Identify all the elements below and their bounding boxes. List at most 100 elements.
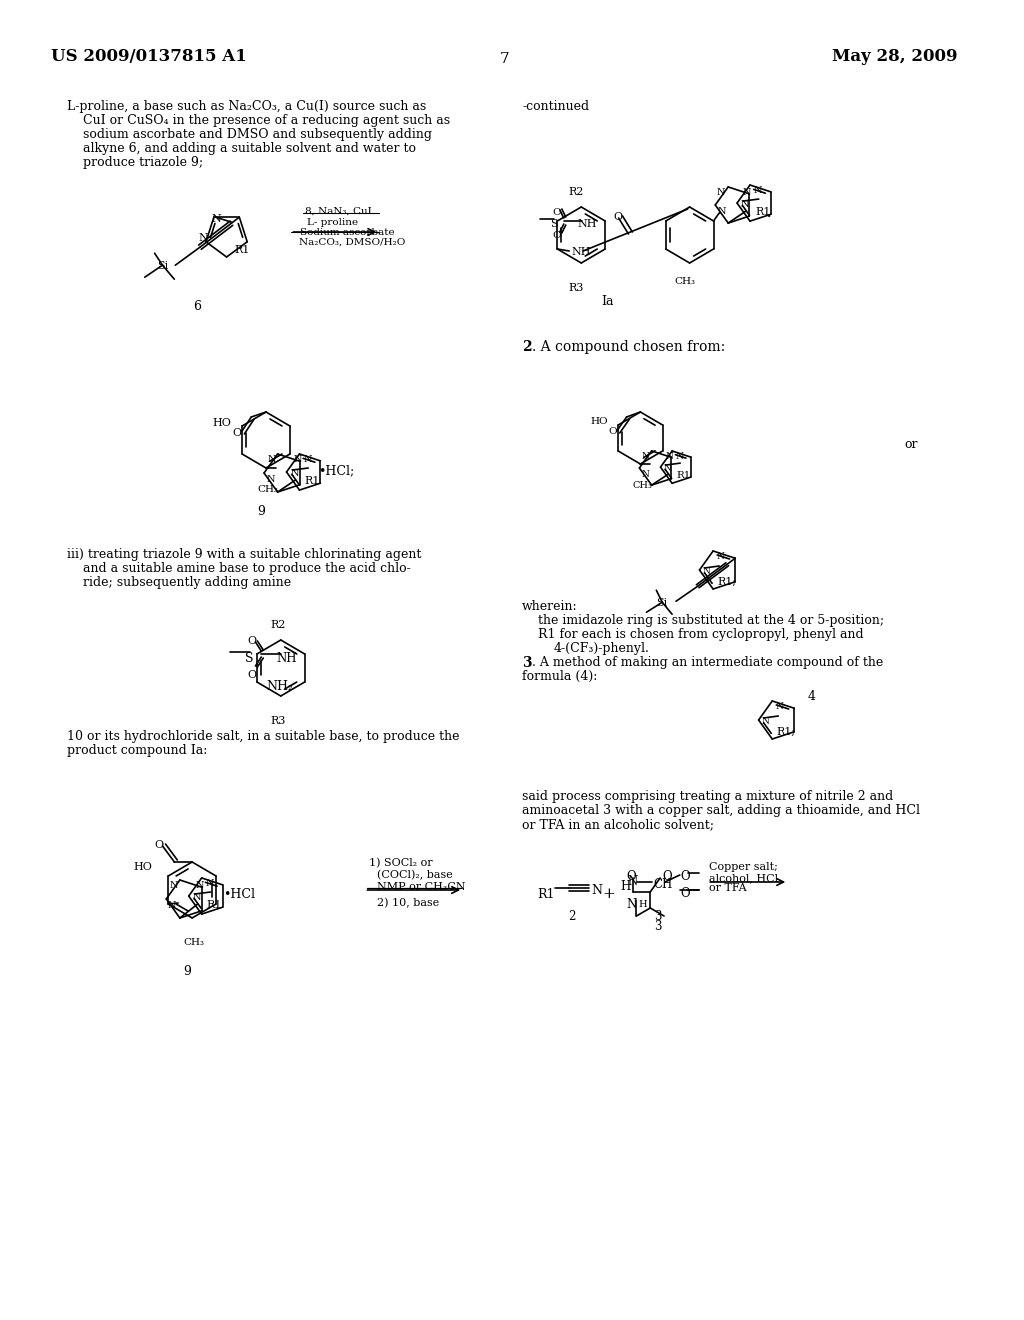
Text: O: O bbox=[613, 213, 623, 222]
Text: Si: Si bbox=[157, 261, 168, 271]
Text: •HCl;: •HCl; bbox=[318, 465, 354, 477]
Text: O: O bbox=[247, 671, 256, 680]
Text: Sodium ascorbate: Sodium ascorbate bbox=[300, 228, 395, 238]
Text: N: N bbox=[212, 214, 221, 224]
Text: R1: R1 bbox=[304, 477, 319, 486]
Text: 3: 3 bbox=[522, 656, 531, 671]
Text: L-proline, a base such as Na₂CO₃, a Cu(I) source such as: L-proline, a base such as Na₂CO₃, a Cu(I… bbox=[67, 100, 426, 114]
Text: N: N bbox=[740, 201, 750, 209]
Text: NH₂: NH₂ bbox=[266, 680, 294, 693]
Text: 2) 10, base: 2) 10, base bbox=[377, 898, 439, 908]
Text: N: N bbox=[170, 880, 178, 890]
Text: aminoacetal 3 with a copper salt, adding a thioamide, and HCl: aminoacetal 3 with a copper salt, adding… bbox=[522, 804, 921, 817]
Text: N: N bbox=[718, 207, 726, 216]
Text: May 28, 2009: May 28, 2009 bbox=[833, 48, 957, 65]
Text: N: N bbox=[294, 455, 302, 465]
Text: N: N bbox=[666, 453, 674, 462]
Text: H: H bbox=[621, 880, 631, 894]
Text: N: N bbox=[591, 884, 602, 898]
Text: N: N bbox=[717, 187, 726, 197]
Text: said process comprising treating a mixture of nitrile 2 and: said process comprising treating a mixtu… bbox=[522, 789, 893, 803]
Text: N: N bbox=[196, 882, 204, 890]
Text: N: N bbox=[702, 568, 711, 576]
Text: O: O bbox=[681, 870, 690, 883]
Text: 6: 6 bbox=[194, 300, 201, 313]
Text: US 2009/0137815 A1: US 2009/0137815 A1 bbox=[51, 48, 247, 65]
Text: R2: R2 bbox=[568, 187, 584, 197]
Text: S: S bbox=[246, 652, 254, 665]
Text: HO: HO bbox=[213, 418, 231, 428]
Text: CH₃: CH₃ bbox=[674, 277, 695, 286]
Text: O: O bbox=[627, 870, 636, 883]
Text: 9: 9 bbox=[183, 965, 191, 978]
Text: alcohol, HCl: alcohol, HCl bbox=[710, 873, 778, 883]
Text: R1: R1 bbox=[207, 900, 222, 909]
Text: Na₂CO₃, DMSO/H₂O: Na₂CO₃, DMSO/H₂O bbox=[299, 238, 404, 247]
Text: iii) treating triazole 9 with a suitable chlorinating agent: iii) treating triazole 9 with a suitable… bbox=[67, 548, 421, 561]
Text: N: N bbox=[642, 451, 649, 461]
Text: O: O bbox=[608, 426, 617, 436]
Text: 10 or its hydrochloride salt, in a suitable base, to produce the: 10 or its hydrochloride salt, in a suita… bbox=[67, 730, 460, 743]
Text: (COCl)₂, base: (COCl)₂, base bbox=[377, 870, 453, 880]
Text: R1;: R1; bbox=[717, 577, 736, 587]
Text: N: N bbox=[716, 552, 724, 561]
Text: Copper salt;: Copper salt; bbox=[710, 862, 778, 873]
Text: N: N bbox=[627, 898, 637, 911]
Text: N: N bbox=[290, 469, 299, 478]
Text: 2: 2 bbox=[522, 341, 531, 354]
Text: 2: 2 bbox=[567, 909, 575, 923]
Text: N: N bbox=[775, 702, 783, 711]
Text: R1: R1 bbox=[676, 471, 690, 480]
Text: H: H bbox=[638, 900, 647, 909]
Text: and a suitable amine base to produce the acid chlo-: and a suitable amine base to produce the… bbox=[83, 562, 411, 576]
Text: R1;: R1; bbox=[776, 727, 796, 737]
Text: the imidazole ring is substituted at the 4 or 5-position;: the imidazole ring is substituted at the… bbox=[538, 614, 884, 627]
Text: O: O bbox=[232, 428, 242, 438]
Text: R1 for each is chosen from cyclopropyl, phenyl and: R1 for each is chosen from cyclopropyl, … bbox=[538, 628, 863, 642]
Text: O: O bbox=[553, 209, 561, 216]
Text: N: N bbox=[742, 187, 752, 197]
Text: N: N bbox=[205, 879, 214, 888]
Text: 7: 7 bbox=[500, 51, 509, 66]
Text: CH: CH bbox=[653, 878, 673, 891]
Text: N: N bbox=[303, 455, 311, 463]
Text: N: N bbox=[168, 902, 176, 909]
Text: N: N bbox=[199, 232, 208, 243]
Text: O: O bbox=[553, 231, 561, 240]
Text: N: N bbox=[664, 465, 672, 473]
Text: wherein:: wherein: bbox=[522, 601, 578, 612]
Text: 8, NaN₃, CuI: 8, NaN₃, CuI bbox=[305, 207, 372, 216]
Text: or TFA in an alcoholic solvent;: or TFA in an alcoholic solvent; bbox=[522, 818, 714, 832]
Text: L- proline: L- proline bbox=[307, 218, 358, 227]
Text: or: or bbox=[904, 438, 919, 451]
Text: O: O bbox=[154, 840, 163, 850]
Text: O: O bbox=[247, 636, 256, 645]
Text: N: N bbox=[628, 875, 638, 888]
Text: . A compound chosen from:: . A compound chosen from: bbox=[532, 341, 725, 354]
Text: NH: NH bbox=[578, 219, 597, 228]
Text: O: O bbox=[681, 887, 690, 900]
Text: N: N bbox=[266, 475, 275, 484]
Text: 3: 3 bbox=[654, 920, 662, 933]
Text: ride; subsequently adding amine: ride; subsequently adding amine bbox=[83, 576, 291, 589]
Text: NMP or CH₃CN: NMP or CH₃CN bbox=[377, 882, 466, 892]
Text: NH: NH bbox=[571, 247, 591, 257]
Text: HO: HO bbox=[590, 417, 608, 426]
Text: . A method of making an intermediate compound of the: . A method of making an intermediate com… bbox=[532, 656, 884, 669]
Text: 9: 9 bbox=[257, 506, 265, 517]
Text: N: N bbox=[193, 894, 201, 902]
Text: .: . bbox=[765, 203, 771, 220]
Text: produce triazole 9;: produce triazole 9; bbox=[83, 156, 203, 169]
Text: N: N bbox=[641, 470, 649, 479]
Text: N: N bbox=[754, 186, 762, 195]
Text: CH₃: CH₃ bbox=[633, 480, 652, 490]
Text: R1: R1 bbox=[755, 207, 770, 218]
Text: NH: NH bbox=[276, 652, 297, 665]
Text: R1: R1 bbox=[537, 888, 554, 902]
Text: 1) SOCl₂ or: 1) SOCl₂ or bbox=[370, 858, 433, 869]
Text: or TFA: or TFA bbox=[710, 883, 746, 894]
Text: alkyne 6, and adding a suitable solvent and water to: alkyne 6, and adding a suitable solvent … bbox=[83, 143, 416, 154]
Text: sodium ascorbate and DMSO and subsequently adding: sodium ascorbate and DMSO and subsequent… bbox=[83, 128, 432, 141]
Text: Ia: Ia bbox=[601, 294, 613, 308]
Text: N: N bbox=[762, 717, 769, 726]
